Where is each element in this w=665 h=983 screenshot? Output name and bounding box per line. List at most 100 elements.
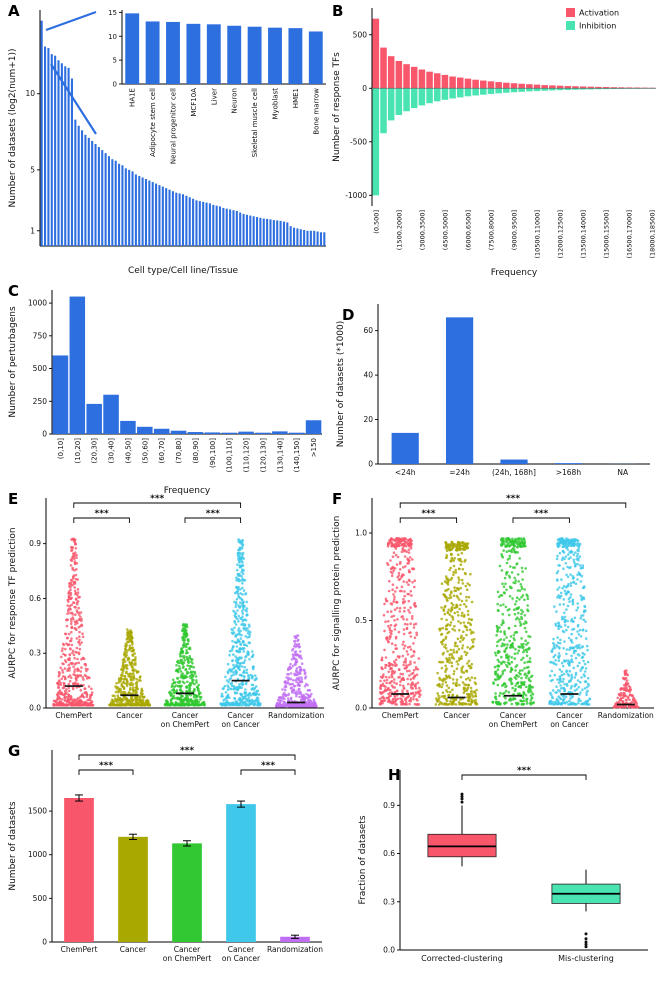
panel-H: H 0.0 0.3 0.6 0.9 Fraction of datasets Correc…	[356, 758, 658, 976]
svg-text:Number of response TFs: Number of response TFs	[332, 52, 342, 162]
svg-text:500: 500	[353, 30, 368, 39]
svg-text:1.0: 1.0	[355, 529, 367, 538]
svg-text:0.9: 0.9	[383, 801, 395, 810]
svg-text:Cancer: Cancer	[116, 711, 143, 720]
svg-text:(10500,11000]: (10500,11000]	[534, 210, 542, 258]
svg-text:***: ***	[99, 761, 113, 771]
svg-text:MCF10A: MCF10A	[190, 88, 198, 117]
svg-text:(7500,8000]: (7500,8000]	[487, 210, 495, 250]
svg-text:(100,110]: (100,110]	[226, 438, 234, 473]
chart-top-celltypes-inset: 0 5 10 15 HA1E Adipocyte stem cell Neural prog…	[108, 9, 326, 164]
svg-text:(0,10]: (0,10]	[57, 438, 65, 459]
svg-text:(0,500]: (0,500]	[372, 210, 380, 234]
panel-C: C 0 250 500 750 1000 Number of perturbagens Fr…	[6, 282, 330, 496]
svg-text:on Cancer: on Cancer	[550, 720, 589, 729]
svg-text:10: 10	[25, 89, 35, 98]
chart-datasets-by-duration: 0 20 40 60 Number of datasets (*1000) <24h =24…	[336, 304, 650, 477]
svg-text:Cancer: Cancer	[227, 711, 254, 720]
svg-text:500: 500	[33, 364, 48, 373]
svg-text:15: 15	[108, 9, 117, 17]
svg-text:0.0: 0.0	[355, 704, 367, 713]
svg-text:(10,20]: (10,20]	[74, 438, 82, 464]
svg-text:NA: NA	[617, 468, 629, 477]
svg-text:Cancer: Cancer	[500, 711, 527, 720]
svg-text:(60,70]: (60,70]	[158, 438, 166, 464]
svg-text:***: ***	[95, 509, 109, 519]
svg-text:0: 0	[42, 430, 47, 439]
svg-text:(30,40]: (30,40]	[108, 438, 116, 464]
svg-text:(24h, 168h]: (24h, 168h]	[492, 468, 536, 477]
svg-text:20: 20	[363, 415, 373, 424]
svg-text:Cancer: Cancer	[228, 945, 255, 954]
svg-text:***: ***	[421, 509, 435, 519]
panel-D: D 0 20 40 60 Number of datasets (*1000) <24h =…	[334, 294, 660, 490]
svg-text:Cancer: Cancer	[120, 945, 147, 954]
svg-text:(13500,14000]: (13500,14000]	[580, 210, 588, 259]
chart-response-tfs-frequency: 500 0 -500 -1000 Number of response TFs Frequ…	[332, 8, 657, 278]
svg-text:Number of datasets (*1000): Number of datasets (*1000)	[336, 321, 346, 448]
svg-text:HA1E: HA1E	[129, 88, 137, 107]
svg-text:Mis-clustering: Mis-clustering	[558, 954, 614, 963]
svg-text:Randomization: Randomization	[268, 711, 324, 720]
panel-A: A 1 5 10 Number of datasets (log2(num+1)) Ce…	[6, 2, 330, 276]
chart-datasets-by-method: 0 500 1000 1500 Number of datasets ChemPert Ca…	[8, 746, 323, 963]
svg-text:Fraction of datasets: Fraction of datasets	[358, 815, 368, 904]
panel-H-letter: H	[388, 766, 401, 784]
svg-text:(16500,17000]: (16500,17000]	[626, 210, 634, 259]
svg-text:ChemPert: ChemPert	[55, 711, 92, 720]
svg-text:500: 500	[33, 894, 48, 903]
chart-aurpc-tf-prediction: 0.0 0.3 0.6 0.9 AURPC for response TF predic…	[8, 494, 324, 729]
svg-text:0.5: 0.5	[355, 616, 367, 625]
svg-text:0.9: 0.9	[29, 539, 41, 548]
svg-text:250: 250	[33, 397, 48, 406]
panel-F-letter: F	[332, 490, 343, 508]
panel-D-letter: D	[342, 306, 355, 324]
svg-text:Cancer: Cancer	[174, 945, 201, 954]
svg-text:Cell type/Cell line/Tissue: Cell type/Cell line/Tissue	[128, 266, 239, 276]
svg-text:(12000,12500]: (12000,12500]	[557, 210, 565, 259]
svg-text:(15000,15500]: (15000,15500]	[603, 210, 611, 259]
svg-text:ChemPert: ChemPert	[382, 711, 419, 720]
panel-G: G 0 500 1000 1500 Number of datasets ChemPert…	[6, 742, 330, 982]
panel-G-letter: G	[8, 742, 21, 760]
svg-text:Frequency: Frequency	[164, 486, 211, 496]
svg-text:<24h: <24h	[395, 468, 416, 477]
svg-text:AURPC for signalling protein p: AURPC for signalling protein prediction	[332, 516, 342, 691]
svg-text:0: 0	[113, 81, 117, 89]
svg-text:5: 5	[30, 165, 35, 174]
svg-text:Cancer: Cancer	[556, 711, 583, 720]
svg-text:0.0: 0.0	[383, 946, 395, 955]
panel-E: E 0.0 0.3 0.6 0.9 AURPC for response TF pred…	[6, 490, 330, 742]
svg-text:(6000,6500]: (6000,6500]	[464, 210, 472, 250]
svg-text:-500: -500	[350, 137, 367, 146]
svg-text:AURPC for response TF predicti: AURPC for response TF prediction	[8, 527, 18, 678]
svg-text:60: 60	[363, 326, 373, 335]
svg-text:(120,130]: (120,130]	[259, 438, 267, 473]
panel-C-letter: C	[8, 282, 20, 300]
svg-text:5: 5	[113, 57, 117, 65]
svg-text:on ChemPert: on ChemPert	[163, 954, 212, 963]
svg-text:***: ***	[261, 761, 275, 771]
svg-text:Number of datasets: Number of datasets	[8, 801, 18, 891]
svg-text:(1500,2000]: (1500,2000]	[395, 210, 403, 250]
svg-text:(50,60]: (50,60]	[141, 438, 149, 464]
svg-text:Activation: Activation	[579, 9, 619, 18]
panel-B: B 500 0 -500 -1000 Number of response TFs Fre…	[330, 2, 660, 278]
svg-text:on ChemPert: on ChemPert	[161, 720, 210, 729]
chart-clustering-fraction-boxplot: 0.0 0.3 0.6 0.9 Fraction of datasets Correcte…	[358, 766, 648, 963]
panel-E-letter: E	[8, 490, 19, 508]
chart-perturbagens-frequency: 0 250 500 750 1000 Number of perturbagens Freq…	[8, 290, 322, 496]
svg-text:Randomization: Randomization	[598, 711, 654, 720]
svg-text:1000: 1000	[28, 299, 47, 308]
svg-text:Skeletal muscle cell: Skeletal muscle cell	[251, 88, 259, 157]
svg-text:(110,120]: (110,120]	[243, 438, 251, 473]
svg-text:0.3: 0.3	[29, 649, 41, 658]
panel-B-letter: B	[332, 2, 344, 20]
svg-text:Adipocyte stem cell: Adipocyte stem cell	[149, 88, 157, 157]
panel-F: F 0.0 0.5 1.0 AURPC for signalling protein …	[330, 490, 660, 742]
svg-text:Neuron: Neuron	[231, 88, 239, 113]
svg-text:(90,100]: (90,100]	[209, 438, 217, 468]
svg-text:Number of perturbagens: Number of perturbagens	[8, 306, 18, 418]
svg-text:=24h: =24h	[449, 468, 470, 477]
